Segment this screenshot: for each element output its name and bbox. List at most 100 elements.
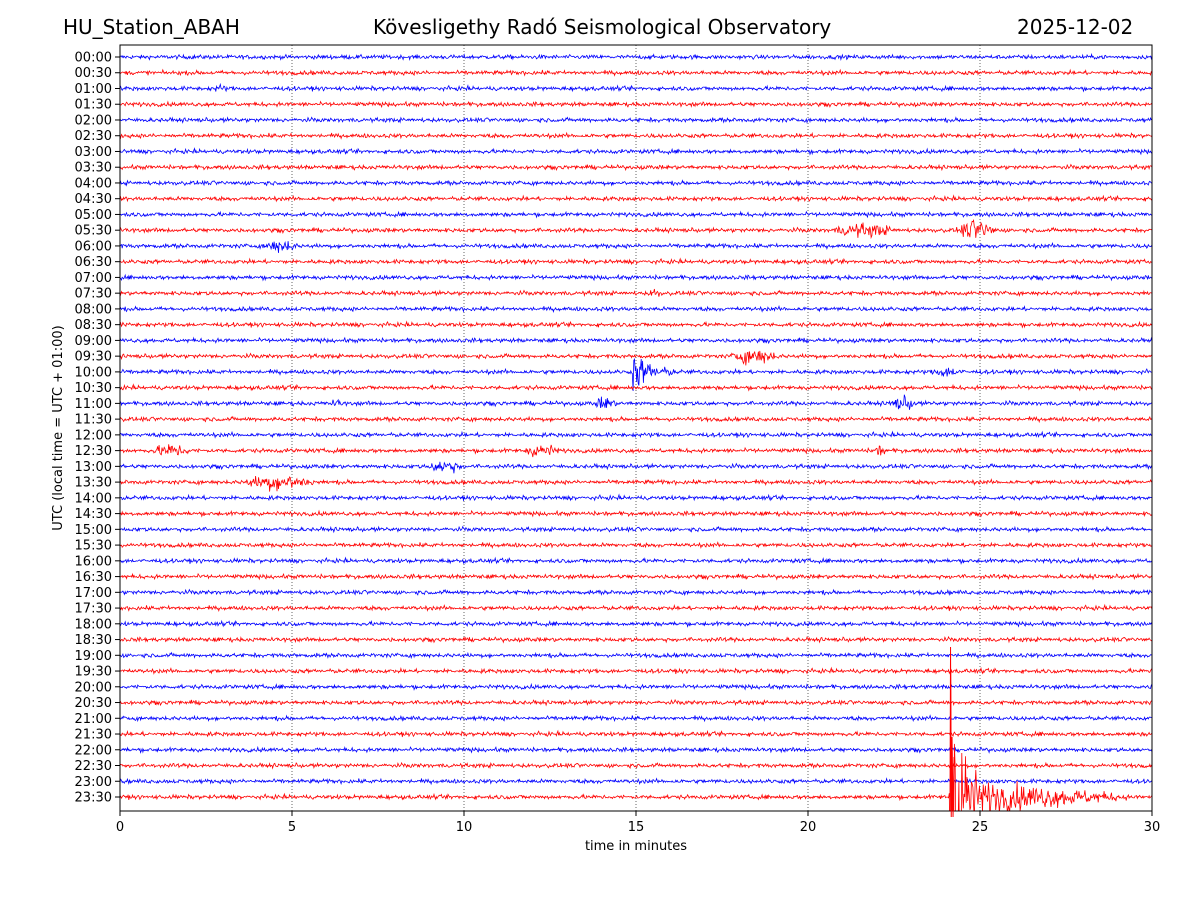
y-axis-label: UTC (local time = UTC + 01:00)	[51, 325, 66, 530]
observatory-title: Kövesligethy Radó Seismological Observat…	[373, 15, 832, 39]
x-tick-label: 30	[1144, 820, 1161, 835]
y-tick-label: 11:30	[75, 413, 112, 428]
trace-0100	[120, 82, 1152, 93]
y-tick-label: 00:30	[75, 66, 112, 81]
trace-0000	[120, 52, 1152, 61]
trace-1800	[120, 619, 1152, 628]
y-tick-label: 14:30	[75, 507, 112, 522]
trace-1130	[120, 415, 1152, 424]
trace-1430	[120, 509, 1152, 518]
y-tick-label: 09:00	[75, 334, 112, 349]
y-tick-label: 10:30	[75, 381, 112, 396]
trace-1100	[120, 394, 1152, 410]
y-tick-label: 09:30	[75, 350, 112, 365]
trace-1230	[120, 444, 1152, 458]
trace-0130	[120, 100, 1152, 109]
trace-1400	[120, 493, 1152, 502]
y-tick-label: 03:30	[75, 161, 112, 176]
trace-0500	[120, 210, 1152, 219]
trace-0900	[120, 336, 1152, 345]
trace-1900	[120, 651, 1152, 660]
y-tick-label: 05:00	[75, 208, 112, 223]
y-tick-label: 22:00	[75, 743, 112, 758]
x-tick-label: 5	[288, 820, 296, 835]
y-tick-label: 20:00	[75, 680, 112, 695]
y-tick-label: 17:30	[75, 602, 112, 617]
trace-0730	[120, 288, 1152, 298]
trace-1700	[120, 588, 1152, 597]
y-tick-label: 01:00	[75, 82, 112, 97]
trace-0800	[120, 304, 1152, 313]
trace-1600	[120, 556, 1152, 565]
trace-0200	[120, 116, 1152, 124]
y-tick-label: 12:30	[75, 444, 112, 459]
trace-1030	[120, 383, 1152, 392]
trace-1730	[120, 603, 1152, 613]
y-tick-label: 18:00	[75, 617, 112, 632]
y-tick-label: 18:30	[75, 633, 112, 648]
y-tick-label: 19:30	[75, 665, 112, 680]
y-tick-label: 21:30	[75, 728, 112, 743]
y-tick-label: 06:30	[75, 255, 112, 270]
trace-1000	[120, 357, 1152, 392]
y-tick-label: 07:00	[75, 271, 112, 286]
y-tick-label: 23:00	[75, 775, 112, 790]
trace-0430	[120, 194, 1152, 203]
y-tick-label: 01:30	[75, 98, 112, 113]
y-tick-label: 17:00	[75, 586, 112, 601]
x-tick-label: 10	[456, 820, 473, 835]
y-tick-label: 23:30	[75, 791, 112, 806]
y-tick-label: 08:30	[75, 318, 112, 333]
trace-1530	[120, 541, 1152, 550]
event-spike	[949, 646, 955, 818]
y-tick-label: 11:00	[75, 397, 112, 412]
trace-0700	[120, 273, 1152, 282]
y-tick-label: 22:30	[75, 759, 112, 774]
trace-0930	[120, 350, 1152, 366]
y-tick-label: 10:00	[75, 365, 112, 380]
x-tick-label: 25	[972, 820, 989, 835]
trace-0400	[120, 179, 1152, 188]
date-label: 2025-12-02	[1017, 15, 1134, 39]
y-tick-label: 13:00	[75, 460, 112, 475]
y-tick-label: 14:00	[75, 491, 112, 506]
trace-2100	[120, 714, 1152, 723]
trace-1930	[120, 666, 1152, 675]
trace-2330	[120, 671, 1152, 811]
trace-0630	[120, 257, 1152, 266]
trace-0530	[120, 218, 1152, 240]
trace-2030	[120, 698, 1152, 707]
y-tick-label: 04:00	[75, 176, 112, 191]
trace-2200	[120, 745, 1152, 754]
x-tick-label: 20	[800, 820, 817, 835]
trace-2000	[120, 682, 1152, 691]
trace-0030	[120, 68, 1152, 77]
y-tick-label: 15:30	[75, 539, 112, 554]
trace-1200	[120, 430, 1152, 439]
x-tick-label: 0	[116, 820, 124, 835]
y-tick-label: 02:30	[75, 129, 112, 144]
trace-0300	[120, 147, 1152, 156]
trace-0600	[120, 240, 1152, 253]
y-tick-label: 20:30	[75, 696, 112, 711]
y-tick-label: 02:00	[75, 113, 112, 128]
y-tick-label: 21:00	[75, 712, 112, 727]
y-tick-label: 04:30	[75, 192, 112, 207]
y-tick-label: 13:30	[75, 476, 112, 491]
y-tick-label: 15:00	[75, 523, 112, 538]
trace-1630	[120, 572, 1152, 581]
trace-2300	[120, 777, 1152, 786]
y-tick-label: 16:00	[75, 554, 112, 569]
y-tick-label: 03:00	[75, 145, 112, 160]
y-tick-label: 12:00	[75, 428, 112, 443]
y-tick-label: 00:00	[75, 51, 112, 66]
trace-0830	[120, 320, 1152, 329]
y-tick-label: 08:00	[75, 302, 112, 317]
station-name: HU_Station_ABAH	[63, 15, 240, 39]
y-tick-label: 06:00	[75, 239, 112, 254]
y-tick-label: 16:30	[75, 570, 112, 585]
y-tick-label: 07:30	[75, 287, 112, 302]
x-tick-label: 15	[628, 820, 645, 835]
